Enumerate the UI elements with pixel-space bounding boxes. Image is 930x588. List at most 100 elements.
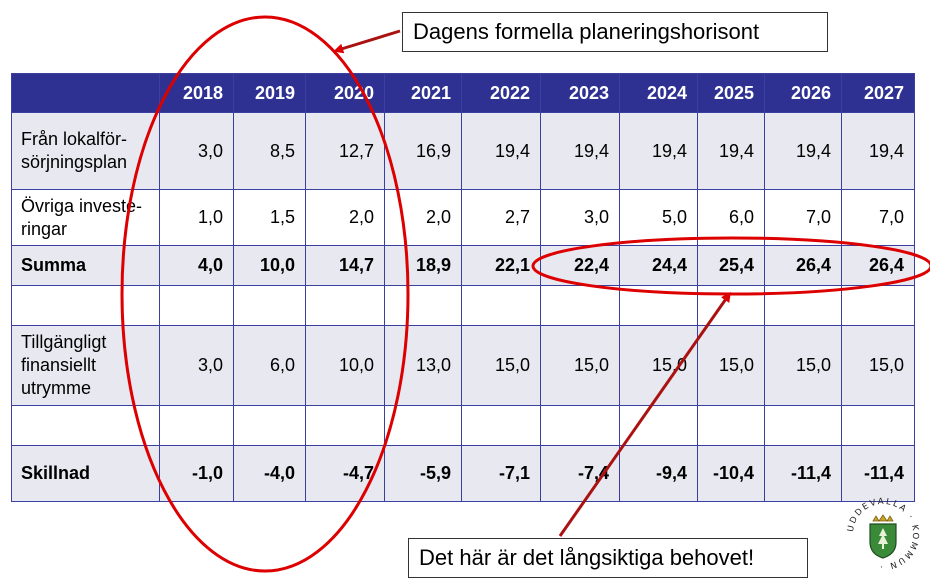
table-cell: -10,4 [697,445,765,502]
table-cell [764,285,842,326]
table-cell [461,285,541,326]
table-cell [697,285,765,326]
row-label: Summa [11,245,160,286]
row-label: Övriga investe-ringar [11,189,160,246]
table-row-spacer [11,285,915,326]
table-cell: 19,4 [841,112,915,190]
uddevalla-kommun-logo: UDDEVALLA · KOMMUN · [846,497,918,571]
year-header: 2026 [764,73,842,113]
table-row-skillnad: Skillnad -1,0 -4,0 -4,7 -5,9 -7,1 -7,4 -… [11,445,915,502]
table-cell: -11,4 [841,445,915,502]
table-cell: 2,0 [305,189,385,246]
table-cell: 15,0 [841,325,915,406]
table-cell: -5,9 [384,445,462,502]
table-cell: 15,0 [461,325,541,406]
table-cell: 26,4 [764,245,842,286]
table-cell: 15,0 [697,325,765,406]
table-cell [384,405,462,446]
table-cell: 14,7 [305,245,385,286]
table-cell: 8,5 [233,112,306,190]
table-cell: 15,0 [540,325,620,406]
table-cell: 2,0 [384,189,462,246]
table-cell: 3,0 [159,112,234,190]
table-cell [159,285,234,326]
table-cell [384,285,462,326]
arrow-to-ellipse-left [333,29,401,54]
row-label: Skillnad [11,445,160,502]
callout-planning-horizon: Dagens formella planeringshorisont [402,12,828,52]
table-cell: -4,0 [233,445,306,502]
row-label [11,285,160,326]
table-cell: 13,0 [384,325,462,406]
year-header: 2027 [841,73,915,113]
table-cell: -11,4 [764,445,842,502]
table-cell: 1,0 [159,189,234,246]
table-cell: 7,0 [841,189,915,246]
table-cell: -9,4 [619,445,698,502]
table-cell: 6,0 [233,325,306,406]
table-cell [841,405,915,446]
table-row-lokalforsorjning: Från lokalför-sörjningsplan 3,0 8,5 12,7… [11,112,915,190]
table-cell: 22,1 [461,245,541,286]
table-cell [841,285,915,326]
row-label: Från lokalför-sörjningsplan [11,112,160,190]
table-cell [233,285,306,326]
table-cell [305,285,385,326]
table-cell: 15,0 [619,325,698,406]
table-cell [540,285,620,326]
year-header: 2019 [233,73,306,113]
table-cell: 7,0 [764,189,842,246]
table-cell: 16,9 [384,112,462,190]
table-cell: 19,4 [461,112,541,190]
table-cell [305,405,385,446]
table-cell: 19,4 [540,112,620,190]
table-cell [764,405,842,446]
year-header: 2025 [697,73,765,113]
table-cell: 19,4 [764,112,842,190]
callout-long-term-need: Det här är det långsiktiga behovet! [408,538,808,578]
table-cell: 10,0 [305,325,385,406]
table-cell: 3,0 [159,325,234,406]
year-header: 2023 [540,73,620,113]
year-header: 2022 [461,73,541,113]
table-cell: 24,4 [619,245,698,286]
table-cell: -7,4 [540,445,620,502]
table-cell: 10,0 [233,245,306,286]
table-cell [697,405,765,446]
table-cell [233,405,306,446]
header-row: 2018 2019 2020 2021 2022 2023 2024 2025 … [11,73,915,113]
table-cell: 26,4 [841,245,915,286]
table-row-ovriga: Övriga investe-ringar 1,0 1,5 2,0 2,0 2,… [11,189,915,246]
table-cell: -4,7 [305,445,385,502]
year-header: 2020 [305,73,385,113]
table-cell: 25,4 [697,245,765,286]
table-cell: 6,0 [697,189,765,246]
table-cell: -7,1 [461,445,541,502]
tree-icon [878,528,888,544]
table-cell: 19,4 [697,112,765,190]
year-header: 2018 [159,73,234,113]
table-cell: 3,0 [540,189,620,246]
table-cell: 1,5 [233,189,306,246]
crown-icon [872,514,894,522]
table-cell: 22,4 [540,245,620,286]
year-header: 2021 [384,73,462,113]
table-row-summa: Summa 4,0 10,0 14,7 18,9 22,1 22,4 24,4 … [11,245,915,286]
table-cell [159,405,234,446]
header-label-cell [11,73,160,113]
planning-table: 2018 2019 2020 2021 2022 2023 2024 2025 … [11,73,915,502]
table-cell: 15,0 [764,325,842,406]
table-cell: 12,7 [305,112,385,190]
table-cell: 4,0 [159,245,234,286]
table-cell: 5,0 [619,189,698,246]
row-label [11,405,160,446]
table-cell [619,285,698,326]
row-label: Tillgängligt finansiellt utrymme [11,325,160,406]
table-cell: 18,9 [384,245,462,286]
table-cell: -1,0 [159,445,234,502]
year-header: 2024 [619,73,698,113]
table-cell: 2,7 [461,189,541,246]
table-row-tillgangligt: Tillgängligt finansiellt utrymme 3,0 6,0… [11,325,915,406]
table-cell [619,405,698,446]
table-cell: 19,4 [619,112,698,190]
